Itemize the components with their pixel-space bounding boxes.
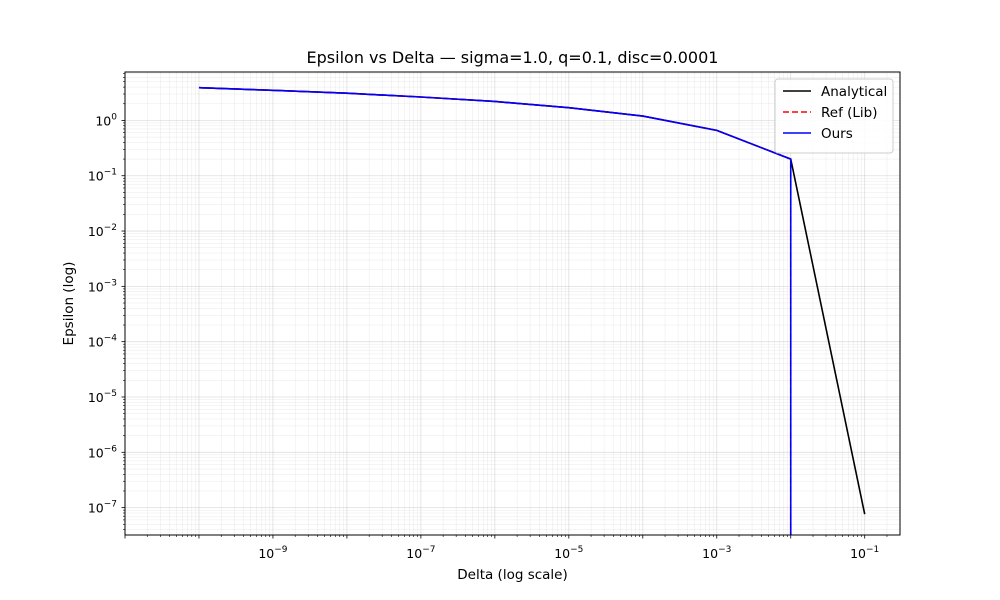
legend: Analytical Ref (Lib) Ours	[774, 78, 894, 154]
x-tick-label: 10−3	[702, 545, 731, 561]
x-tick-label: 10−1	[850, 545, 879, 561]
x-tick-label: 10−9	[258, 545, 287, 561]
y-tick-label: 10−6	[88, 444, 117, 460]
y-tick-label: 10−5	[88, 389, 117, 405]
y-tick-label: 10−4	[88, 334, 117, 350]
legend-label: Ref (Lib)	[821, 105, 878, 121]
x-axis-label: Delta (log scale)	[457, 567, 568, 583]
legend-label: Ours	[821, 126, 853, 142]
chart-title: Epsilon vs Delta — sigma=1.0, q=0.1, dis…	[307, 48, 719, 67]
y-tick-label: 10−2	[88, 223, 117, 239]
y-axis-label: Epsilon (log)	[61, 262, 77, 346]
y-tick-label: 10−3	[88, 278, 117, 294]
plot-frame	[124, 71, 901, 536]
x-tick-label: 10−7	[406, 545, 435, 561]
grid-layer	[124, 72, 900, 535]
y-tick-label: 10−7	[88, 500, 117, 516]
legend-box	[774, 78, 894, 154]
x-tick-label: 10−5	[554, 545, 583, 561]
series-layer	[198, 86, 866, 535]
ticks-layer: 10−9 10−7 10−5 10−3 10−1 100 10−1 10−2 10−3 10−4 1…	[88, 73, 888, 561]
y-tick-label: 10−1	[88, 168, 117, 184]
legend-label: Analytical	[821, 84, 887, 100]
series-line-ours	[198, 86, 792, 535]
y-tick-label: 100	[95, 112, 117, 128]
